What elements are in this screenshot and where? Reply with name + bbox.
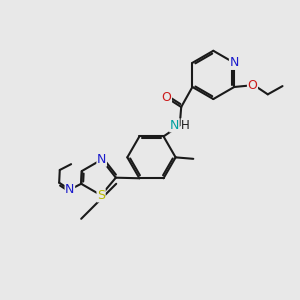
Text: S: S	[97, 189, 105, 202]
Text: N: N	[230, 56, 239, 69]
Text: O: O	[161, 91, 171, 104]
Text: O: O	[248, 79, 257, 92]
Text: H: H	[181, 119, 190, 132]
Text: N: N	[97, 153, 106, 166]
Text: N: N	[65, 183, 74, 196]
Text: N: N	[170, 119, 179, 132]
